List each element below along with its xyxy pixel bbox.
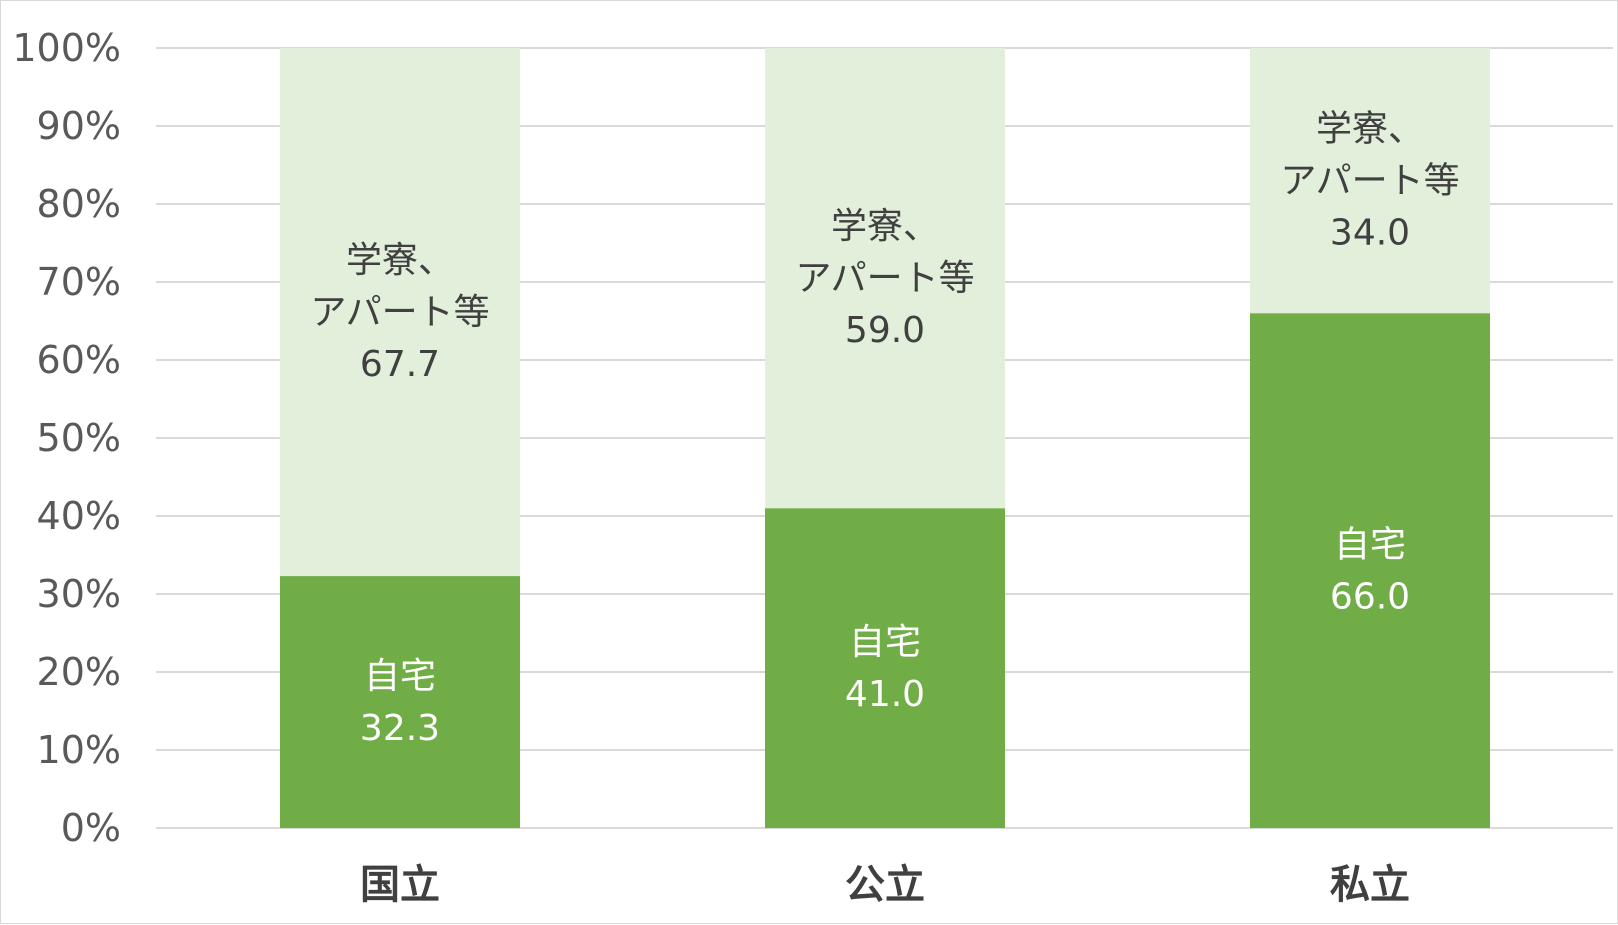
data-label: 32.3 (360, 708, 440, 749)
y-tick-label: 80% (37, 182, 121, 226)
series-label: アパート等 (1280, 161, 1459, 202)
data-label: 66.0 (1330, 577, 1410, 618)
series-label: アパート等 (310, 292, 489, 333)
bar-segment-home (280, 576, 520, 828)
y-tick-label: 90% (37, 104, 121, 148)
bar-segment-dorm (765, 48, 1005, 509)
y-tick-label: 100% (12, 26, 121, 70)
series-label: 学寮、 (346, 240, 454, 281)
x-category-label: 私立 (1330, 862, 1410, 908)
series-label: 自宅 (364, 656, 436, 697)
series-label: 自宅 (849, 622, 921, 663)
series-label: 学寮、 (1316, 109, 1424, 150)
y-tick-label: 40% (37, 494, 121, 538)
bar-segment-dorm (280, 48, 520, 577)
series-label: アパート等 (795, 258, 974, 299)
x-category-label: 国立 (360, 862, 440, 908)
series-label: 自宅 (1334, 525, 1406, 566)
y-tick-label: 20% (37, 650, 121, 694)
y-tick-label: 30% (37, 572, 121, 616)
y-tick-label: 60% (37, 338, 121, 382)
y-tick-label: 0% (61, 806, 121, 850)
bar-segment-dorm (1250, 48, 1490, 314)
data-label: 67.7 (360, 344, 440, 385)
data-label: 34.0 (1330, 213, 1410, 254)
y-tick-label: 50% (37, 416, 121, 460)
bar-segment-home (765, 508, 1005, 828)
data-label: 41.0 (845, 674, 925, 715)
bar-segment-home (1250, 313, 1490, 828)
data-label: 59.0 (845, 310, 925, 351)
x-category-label: 公立 (845, 862, 925, 908)
y-tick-label: 10% (37, 728, 121, 772)
series-label: 学寮、 (831, 206, 939, 247)
y-tick-label: 70% (37, 260, 121, 304)
